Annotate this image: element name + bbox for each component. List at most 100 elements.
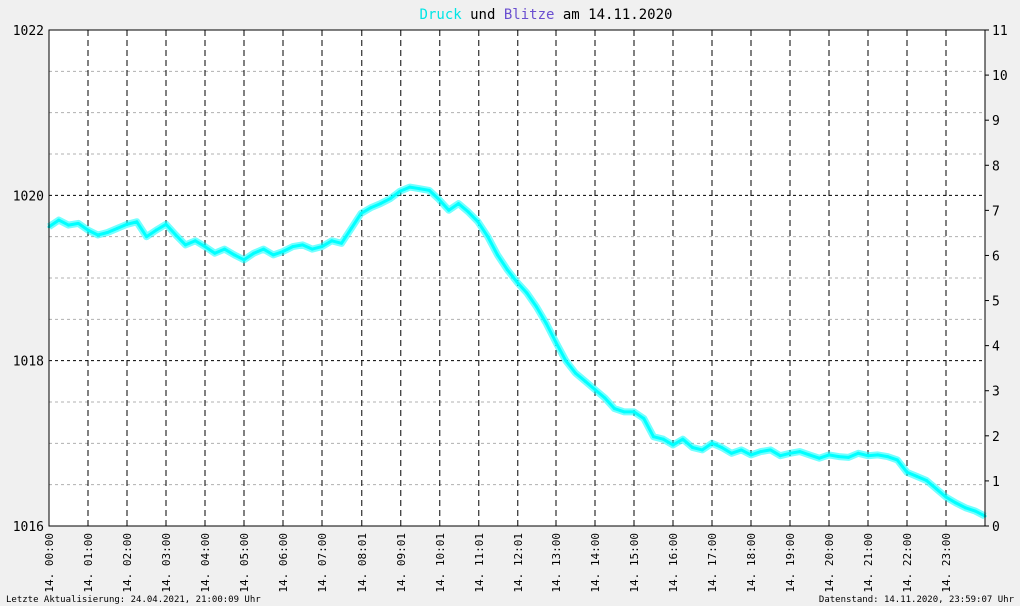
pressure-data-point [934, 487, 938, 491]
x-tick-label: 14. 19:00 [784, 533, 797, 593]
pressure-data-point [496, 253, 499, 257]
pressure-data-point [808, 453, 811, 457]
pressure-data-point [252, 251, 256, 255]
pressure-data-point [291, 245, 295, 249]
pressure-data-point [973, 509, 977, 513]
y2-tick-label: 11 [992, 24, 1008, 39]
pressure-data-point [408, 185, 412, 189]
pressure-data-point [905, 470, 909, 474]
pressure-data-point [915, 474, 919, 478]
pressure-data-point [340, 241, 343, 245]
pressure-data-point [574, 371, 577, 375]
pressure-data-point [154, 228, 158, 232]
pressure-data-point [505, 268, 509, 272]
pressure-data-point [437, 197, 441, 201]
pressure-data-point [96, 233, 100, 237]
title-date: am 14.11.2020 [554, 7, 672, 23]
pressure-data-point [554, 340, 558, 344]
pressure-data-point [739, 448, 743, 452]
y-tick-label: 1020 [13, 189, 44, 204]
pressure-data-point [262, 247, 265, 251]
pressure-data-point [418, 187, 421, 191]
y-tick-label: 1022 [13, 24, 44, 39]
pressure-data-point [466, 210, 470, 214]
pressure-data-point [583, 379, 587, 383]
y2-tick-label: 8 [992, 159, 1000, 174]
y2-tick-label: 7 [992, 204, 1000, 219]
pressure-data-point [856, 451, 860, 455]
title-druck: Druck [420, 7, 463, 23]
x-tick-label: 14. 12:01 [512, 533, 525, 593]
pressure-data-point [330, 239, 334, 243]
y2-tick-label: 4 [992, 340, 1000, 355]
pressure-data-point [642, 417, 646, 421]
pressure-data-point [661, 437, 665, 441]
pressure-data-point [886, 455, 889, 459]
title-blitze: Blitze [504, 7, 555, 23]
pressure-data-point [535, 305, 538, 309]
pressure-data-point [700, 448, 704, 452]
pressure-data-point [895, 458, 899, 462]
pressure-data-point [349, 226, 353, 230]
title-und: und [462, 7, 504, 23]
pressure-data-point [613, 407, 616, 411]
chart-title: Druck und Blitze am 14.11.2020 [420, 7, 673, 23]
pressure-data-point [86, 228, 90, 232]
pressure-data-point [301, 243, 304, 247]
pressure-data-point [681, 437, 685, 441]
pressure-data-point [164, 222, 168, 226]
x-tick-label: 14. 08:01 [356, 533, 369, 593]
x-tick-label: 14. 04:00 [199, 533, 212, 593]
pressure-data-point [457, 202, 460, 206]
pressure-data-point [544, 321, 548, 325]
pressure-data-point [564, 359, 568, 363]
x-tick-label: 14. 06:00 [277, 533, 290, 593]
pressure-data-point [106, 231, 109, 235]
pressure-data-point [281, 250, 285, 254]
x-tick-label: 14. 15:00 [628, 533, 641, 593]
pressure-data-point [232, 253, 236, 257]
x-tick-label: 14. 22:00 [901, 533, 914, 593]
pressure-data-point [486, 235, 490, 239]
pressure-data-point [778, 454, 782, 458]
pressure-data-point [866, 454, 870, 458]
pressure-data-point [135, 220, 139, 224]
x-tick-label: 14. 01:00 [82, 533, 95, 593]
pressure-data-point [76, 221, 80, 225]
pressure-data-point [427, 188, 431, 192]
pressure-data-point [447, 208, 451, 212]
pressure-data-point [671, 443, 675, 447]
x-tick-label: 14. 18:00 [745, 533, 758, 593]
x-tick-label: 14. 21:00 [862, 533, 875, 593]
y2-tick-label: 2 [992, 430, 1000, 445]
axes: 1016 1018 1020 1022 0 1 2 3 4 5 6 7 8 9 10 11 14. 00:00 1… [13, 24, 1008, 593]
grid [48, 29, 985, 527]
pressure-data-point [652, 435, 655, 439]
y2-tick-label: 3 [992, 385, 1000, 400]
x-tick-label: 14. 23:00 [940, 533, 953, 593]
pressure-data-point [67, 223, 70, 227]
pressure-data-point [593, 388, 597, 392]
pressure-data-point [691, 445, 694, 449]
pressure-data-point [398, 189, 402, 193]
pressure-data-point [525, 291, 529, 295]
pressure-data-point [379, 202, 382, 206]
pressure-data-point [798, 450, 802, 454]
last-update-label: Letzte Aktualisierung: 24.04.2021, 21:00… [6, 595, 261, 605]
pressure-data-point [964, 506, 967, 510]
pressure-data-point [125, 222, 129, 226]
y2-tick-label: 0 [992, 520, 1000, 535]
y-tick-label: 1016 [13, 520, 44, 535]
y2-tick-label: 5 [992, 295, 1000, 310]
x-tick-label: 14. 13:00 [550, 533, 563, 593]
pressure-data-point [710, 441, 714, 445]
data-status-label: Datenstand: 14.11.2020, 23:59:07 Uhr [819, 595, 1015, 605]
pressure-data-point [769, 448, 772, 452]
pressure-data-point [242, 258, 246, 262]
pressure-data-point [788, 451, 792, 455]
pressure-data-point [622, 410, 626, 414]
pressure-data-point [476, 220, 480, 224]
pressure-data-point [837, 455, 841, 459]
y2-tick-label: 6 [992, 249, 1000, 264]
